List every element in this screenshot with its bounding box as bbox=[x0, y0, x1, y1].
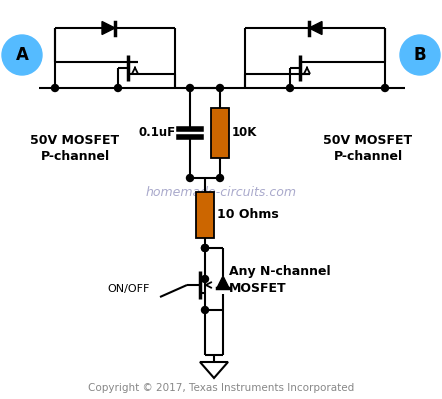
Text: Copyright © 2017, Texas Instruments Incorporated: Copyright © 2017, Texas Instruments Inco… bbox=[88, 383, 354, 393]
Circle shape bbox=[202, 306, 209, 314]
Circle shape bbox=[202, 245, 209, 251]
Text: ON/OFF: ON/OFF bbox=[107, 284, 150, 294]
Text: 10 Ohms: 10 Ohms bbox=[217, 209, 279, 221]
Circle shape bbox=[381, 85, 389, 91]
Circle shape bbox=[187, 85, 194, 91]
Text: A: A bbox=[15, 46, 28, 64]
Circle shape bbox=[400, 35, 440, 75]
Circle shape bbox=[217, 85, 224, 91]
Text: homemade-circuits.com: homemade-circuits.com bbox=[145, 186, 297, 200]
Text: 0.1uF: 0.1uF bbox=[139, 126, 176, 140]
Circle shape bbox=[2, 35, 42, 75]
Circle shape bbox=[52, 85, 58, 91]
Polygon shape bbox=[200, 362, 228, 378]
FancyBboxPatch shape bbox=[196, 192, 214, 238]
FancyBboxPatch shape bbox=[211, 108, 229, 158]
Circle shape bbox=[217, 174, 224, 182]
Text: B: B bbox=[414, 46, 427, 64]
Polygon shape bbox=[309, 22, 322, 34]
Polygon shape bbox=[102, 22, 115, 34]
Circle shape bbox=[286, 85, 293, 91]
Circle shape bbox=[202, 245, 209, 251]
Polygon shape bbox=[217, 276, 229, 288]
Circle shape bbox=[187, 174, 194, 182]
Text: 10K: 10K bbox=[232, 126, 257, 140]
Circle shape bbox=[114, 85, 122, 91]
Text: 50V MOSFET
P-channel: 50V MOSFET P-channel bbox=[324, 134, 412, 162]
Text: 50V MOSFET
P-channel: 50V MOSFET P-channel bbox=[30, 134, 120, 162]
Text: Any N-channel
MOSFET: Any N-channel MOSFET bbox=[229, 265, 331, 294]
Circle shape bbox=[202, 275, 209, 282]
